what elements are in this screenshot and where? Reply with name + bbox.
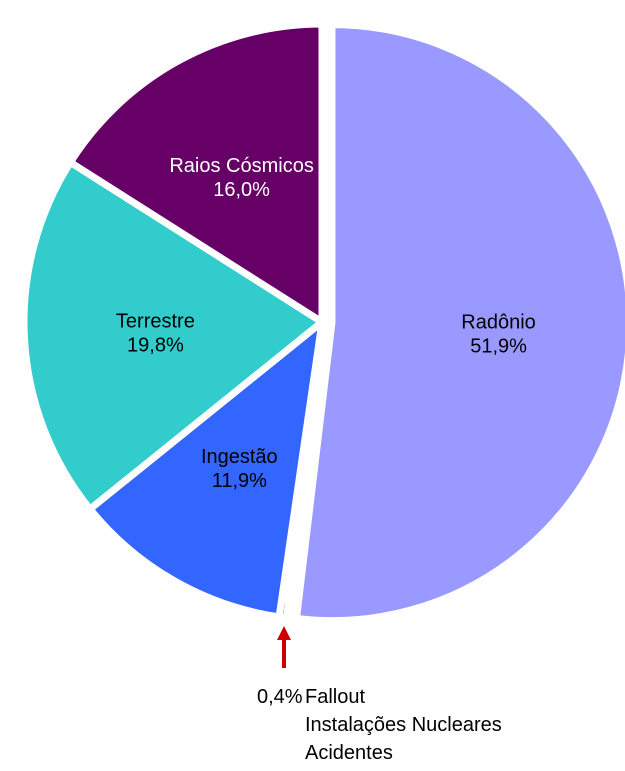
callout-line-fallout: Fallout (305, 686, 365, 708)
pie-slices (20, 20, 625, 625)
slice-label-terrestre: Terrestre (116, 310, 195, 332)
slice-value-radonio: 51,9% (470, 336, 527, 358)
pie-slice-radonio (292, 21, 625, 625)
slice-value-terrestre: 19,8% (127, 334, 184, 356)
slice-label-raios-cosmicos: Raios Cósmicos (169, 155, 313, 177)
pie-slice-ingestao (85, 313, 327, 621)
callout-line-acidentes: Acidentes (305, 742, 393, 764)
pie-slice-terrestre (20, 157, 328, 514)
slice-label-ingestao: Ingestão (201, 446, 278, 468)
small-slice-callout: 0,4% Fallout Instalações Nucleares Acide… (257, 626, 502, 764)
pie-slice-raios-cosmicos (65, 20, 326, 329)
callout-value: 0,4% (257, 686, 303, 708)
slice-value-raios-cosmicos: 16,0% (213, 179, 270, 201)
slice-label-radonio: Radônio (461, 312, 536, 334)
slice-value-ingestao: 11,9% (212, 470, 267, 492)
callout-line-instalacoes: Instalações Nucleares (305, 714, 502, 736)
callout-arrow-head (277, 626, 291, 640)
